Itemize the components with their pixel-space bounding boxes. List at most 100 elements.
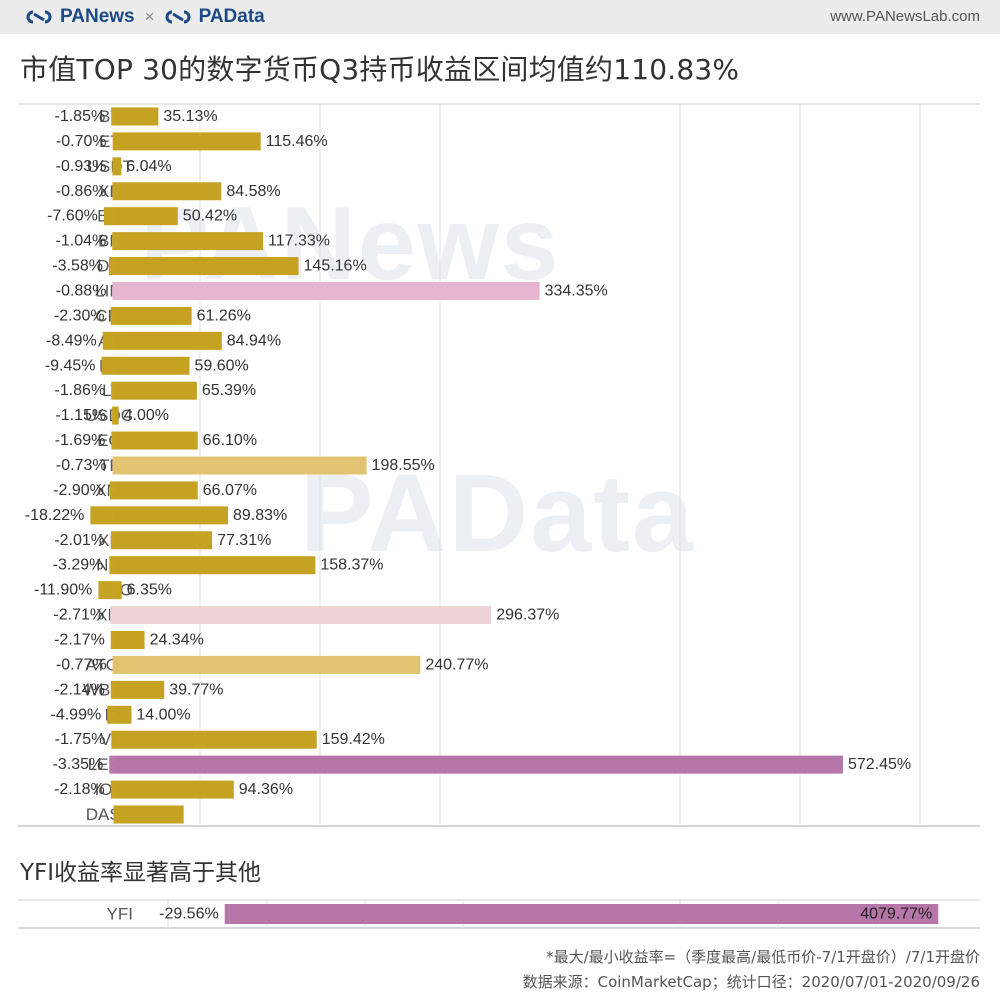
bar-min-xtz [90, 506, 114, 525]
data-label-max-eos: 66.10% [203, 432, 257, 449]
data-label-max-bch: 50.42% [183, 208, 237, 225]
chart-title: 市值TOP 30的数字货币Q3持币收益区间均值约110.83% [20, 53, 740, 86]
data-label-min-bnb: -1.04% [56, 233, 107, 250]
data-label-min-eos: -1.69% [55, 432, 106, 449]
data-label-max-dot: 145.16% [304, 258, 367, 275]
bar-max-wbtc [113, 680, 165, 699]
bar-min-bsv [101, 356, 114, 375]
data-label-max-xmr: 66.07% [203, 482, 257, 499]
bar-min-link [112, 281, 114, 300]
bar-max-vet [113, 730, 317, 749]
brand-panews: PANews [60, 6, 135, 27]
data-label-max-yfi: 4079.77% [860, 906, 932, 923]
data-label-max-ht: 24.34% [150, 631, 204, 648]
bar-max-iota [113, 780, 234, 799]
bar-min-atom [112, 655, 114, 674]
bar-max-bch [113, 207, 178, 226]
data-label-max-xtz: 89.83% [233, 507, 287, 524]
bar-max-trx [113, 456, 367, 475]
bar-min-eos [111, 431, 114, 450]
bar-min-vet [111, 730, 114, 749]
data-label-max-bsv: 59.60% [195, 357, 249, 374]
data-label-max-eth: 115.46% [266, 133, 328, 150]
data-label-min-vet: -1.75% [55, 731, 106, 748]
data-label-min-dai: -4.99% [51, 706, 102, 723]
bar-min-dai [107, 705, 114, 724]
bar-max-lend [113, 755, 843, 774]
data-label-min-xtz: -18.22% [25, 507, 85, 524]
data-label-min-neo: -3.29% [53, 557, 104, 574]
bar-min-xem [110, 606, 114, 625]
bar-max-bsv [113, 356, 190, 375]
bar-min-leo [98, 581, 114, 600]
bar-max-xrp [113, 182, 222, 201]
bar-min-dot [109, 257, 114, 276]
bar-max-xlm [113, 531, 213, 550]
data-label-min-xem: -2.71% [53, 607, 104, 624]
bar-min-lend [109, 755, 114, 774]
bar-max-yfi [229, 904, 939, 924]
footnote-formula: *最大/最小收益率=（季度最高/最低币价-7/1开盘价）/7/1开盘价 [546, 948, 980, 966]
data-label-min-ht: -2.17% [54, 631, 105, 648]
bar-min-neo [109, 556, 114, 575]
category-label-usdt: USDT [87, 157, 133, 176]
bar-max-dash [113, 805, 184, 824]
brand-padata: PAData [198, 6, 265, 27]
data-label-min-bsv: -9.45% [45, 357, 96, 374]
data-label-min-iota: -2.18% [54, 781, 105, 798]
data-label-min-btc: -1.85% [55, 108, 106, 125]
data-label-max-lend: 572.45% [848, 756, 911, 773]
bar-max-eos [113, 431, 198, 450]
data-label-min-link: -0.88% [56, 282, 107, 299]
data-label-max-ltc: 65.39% [202, 382, 256, 399]
bar-min-xlm [111, 531, 114, 550]
data-label-max-neo: 158.37% [320, 557, 383, 574]
data-label-max-usdc: 4.00% [124, 407, 169, 424]
bar-min-xrp [112, 182, 114, 201]
bar-max-xem [113, 606, 492, 625]
bar-min-bnb [112, 232, 114, 251]
data-label-min-xlm: -2.01% [54, 532, 105, 549]
data-label-max-wbtc: 39.77% [169, 681, 223, 698]
yfi-chart-title: YFI收益率显著高于其他 [20, 860, 262, 886]
data-label-min-usdt: -0.93% [56, 158, 107, 175]
bar-max-usdt [113, 157, 122, 176]
data-label-max-btc: 35.13% [163, 108, 217, 125]
bar-min-eth [112, 132, 114, 151]
bar-min-trx [112, 456, 114, 475]
data-label-min-dot: -3.58% [52, 258, 103, 275]
data-label-min-eth: -0.70% [56, 133, 107, 150]
data-label-max-trx: 198.55% [372, 457, 435, 474]
data-label-max-vet: 159.42% [322, 731, 385, 748]
data-label-min-bch: -7.60% [47, 208, 98, 225]
bar-min-usdt [112, 157, 114, 176]
bar-max-cro [113, 306, 192, 325]
data-label-max-iota: 94.36% [239, 781, 293, 798]
data-label-min-xrp: -0.86% [56, 183, 107, 200]
category-label-usdc: USDC [85, 406, 133, 425]
data-label-min-atom: -0.77% [56, 656, 107, 673]
bar-max-ltc [113, 381, 197, 400]
bar-max-eth [113, 132, 261, 151]
data-label-min-lend: -3.35% [53, 756, 104, 773]
data-label-max-usdt: 6.04% [126, 158, 171, 175]
bar-min-wbtc [110, 680, 114, 699]
site-url[interactable]: www.PANewsLab.com [830, 8, 980, 25]
data-label-max-cro: 61.26% [197, 307, 251, 324]
bar-min-ltc [111, 381, 114, 400]
data-label-max-xrp: 84.58% [226, 183, 280, 200]
data-label-max-bnb: 117.33% [268, 233, 330, 250]
data-label-max-dai: 14.00% [136, 706, 190, 723]
bar-max-atom [113, 655, 421, 674]
bar-min-btc [111, 107, 114, 126]
data-label-max-xlm: 77.31% [217, 532, 271, 549]
brand-logo: PANews × PAData [26, 6, 265, 28]
bar-max-link [113, 281, 540, 300]
data-label-max-atom: 240.77% [425, 656, 488, 673]
bar-min-bch [103, 207, 114, 226]
data-label-max-xem: 296.37% [496, 607, 559, 624]
bar-min-ada [102, 331, 114, 350]
bar-max-btc [113, 107, 159, 126]
bar-max-xmr [113, 481, 198, 500]
